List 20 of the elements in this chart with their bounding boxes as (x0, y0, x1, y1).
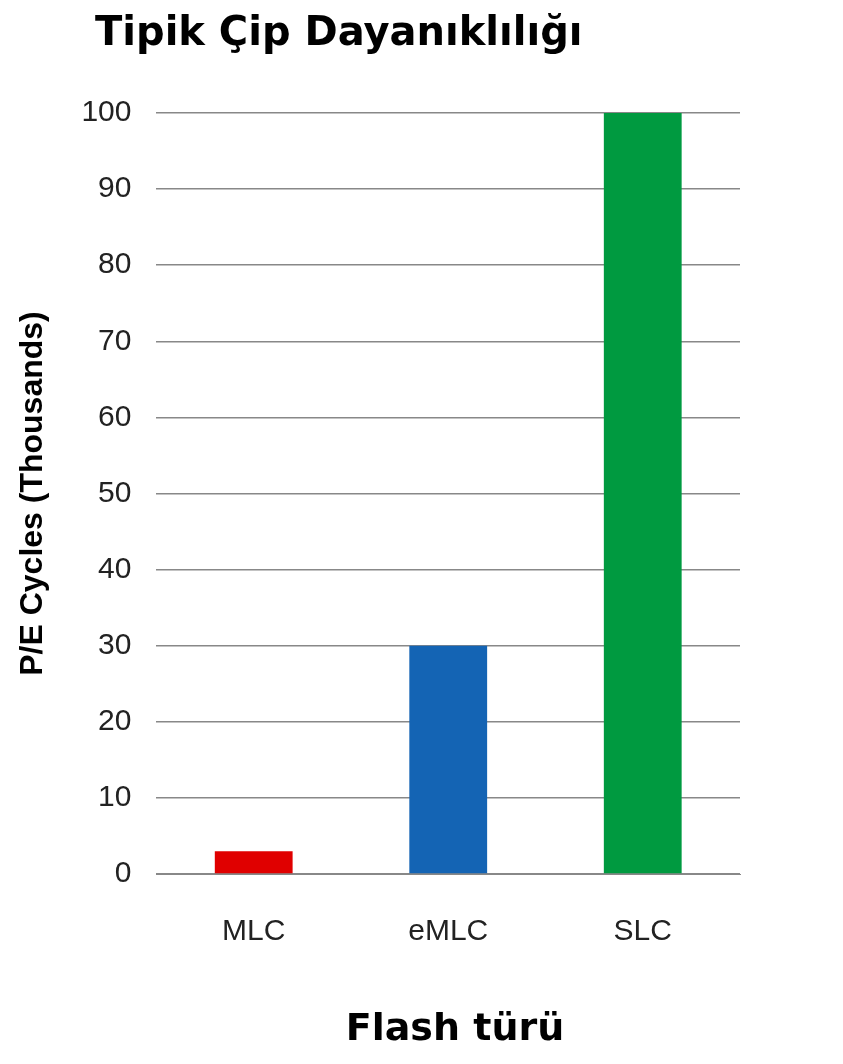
x-tick-label: MLC (222, 913, 286, 947)
y-tick-label: 20 (98, 703, 132, 737)
chart-title: Tipik Çip Dayanıklılığı (95, 8, 583, 54)
bar (409, 645, 488, 874)
x-tick-label: eMLC (408, 913, 489, 947)
x-axis-title: Flash türü (344, 1005, 566, 1049)
y-tick-label: 40 (98, 550, 132, 584)
x-tick-label: SLC (613, 913, 672, 947)
y-tick-label: 30 (98, 626, 132, 660)
y-tick-label: 100 (81, 94, 132, 128)
y-tick-label: 70 (98, 322, 132, 356)
y-axis-title: P/E Cycles (Thousands) (13, 311, 50, 676)
y-tick-label: 60 (98, 398, 132, 432)
y-tick-label: 90 (98, 170, 132, 204)
bar (214, 851, 293, 874)
y-tick-label: 80 (98, 246, 132, 280)
bar (603, 113, 682, 874)
y-tick-label: 0 (114, 855, 132, 889)
y-tick-label: 10 (98, 779, 132, 813)
y-tick-label: 50 (98, 474, 132, 508)
